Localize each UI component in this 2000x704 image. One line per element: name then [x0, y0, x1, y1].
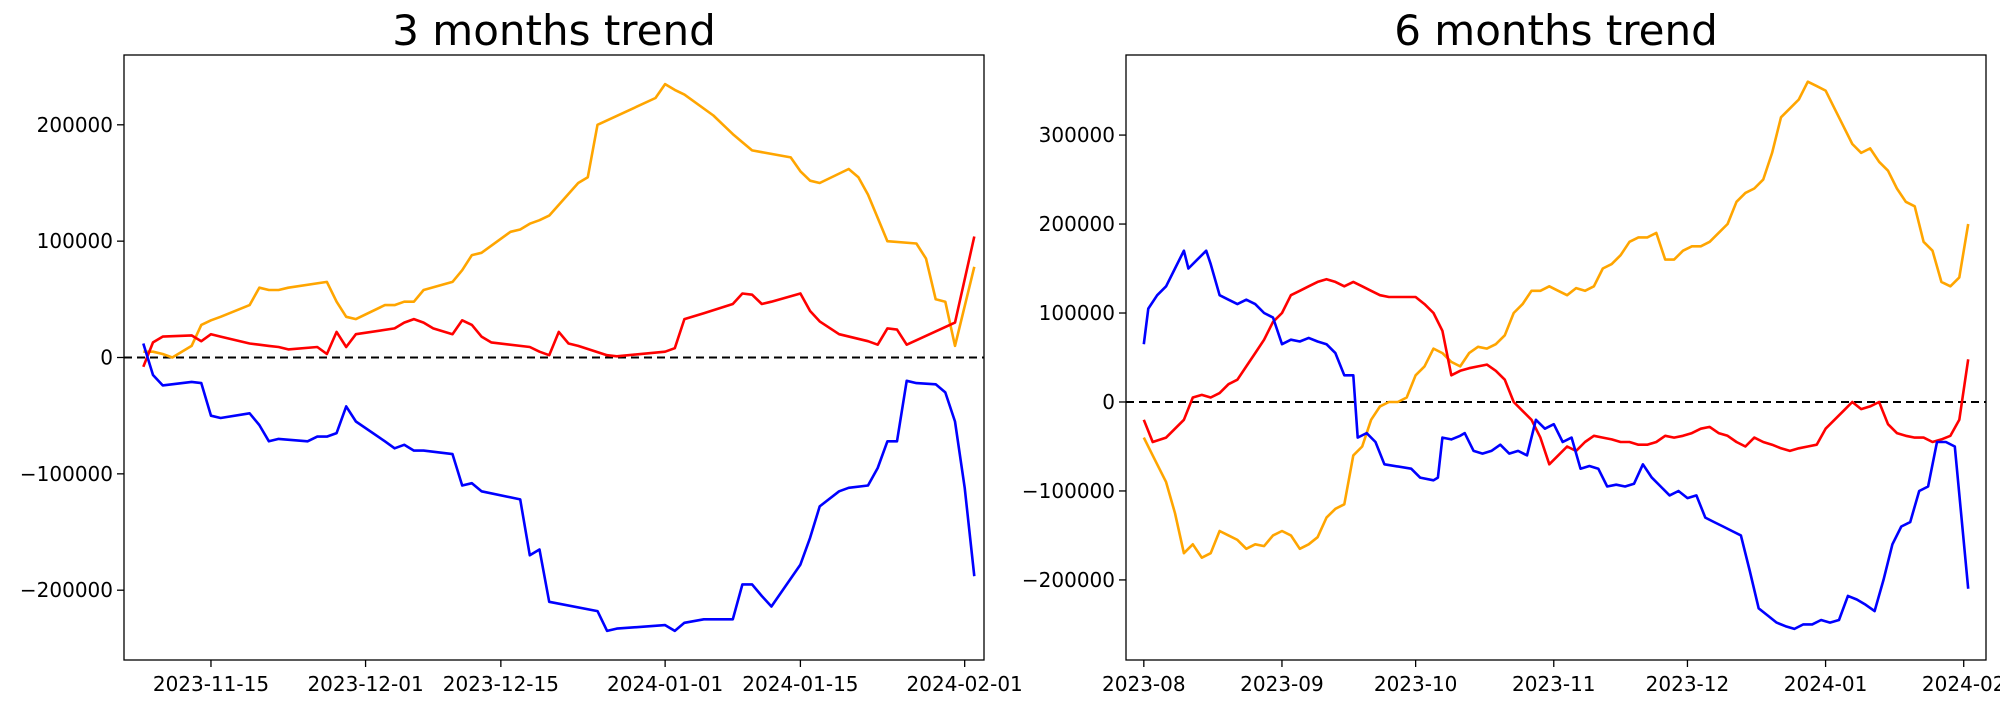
series-line-3 [142, 343, 976, 633]
x-tick-label: 2024-01-01 [607, 672, 723, 696]
x-tick-label: 2023-12-15 [443, 672, 559, 696]
x-tick-label: 2024-01 [1784, 672, 1868, 696]
series-line-2 [1142, 277, 1970, 466]
x-tick-label: 2023-12 [1646, 672, 1730, 696]
x-tick-label: 2023-10 [1374, 672, 1458, 696]
x-tick-label: 2024-02-01 [907, 672, 1023, 696]
y-tick-label: −200000 [1022, 568, 1115, 592]
y-tick-label: 300000 [1039, 123, 1115, 147]
y-tick-label: 200000 [1039, 212, 1115, 236]
plot-frame [1125, 54, 1987, 661]
y-tick-label: 100000 [1039, 301, 1115, 325]
x-tick-label: 2024-02 [1922, 672, 2000, 696]
y-tick-label: −200000 [20, 578, 113, 602]
y-tick-label: 200000 [37, 113, 113, 137]
y-tick-label: 100000 [37, 229, 113, 253]
x-tick-label: 2023-11 [1512, 672, 1596, 696]
series-line-1 [143, 82, 976, 359]
chart-panel-2: 6 months trend −200000 −100000 0 100000 20000… [1022, 6, 2000, 696]
chart-title: 3 months trend [392, 6, 716, 55]
y-tick-label: 0 [100, 346, 113, 370]
y-tick-label: −100000 [20, 462, 113, 486]
x-tick-label: 2023-08 [1102, 672, 1186, 696]
y-tick-label: −100000 [1022, 479, 1115, 503]
chart-panel-1: 3 months trend −200000 −100000 0 100000 20000… [20, 6, 1023, 696]
series-line-3 [1142, 249, 1970, 631]
x-tick-label: 2024-01-15 [742, 672, 858, 696]
series-line-1 [1142, 80, 1970, 560]
chart-title: 6 months trend [1394, 6, 1718, 55]
x-tick-label: 2023-11-15 [153, 672, 269, 696]
y-tick-label: 0 [1102, 390, 1115, 414]
series-line-2 [142, 236, 976, 368]
x-tick-label: 2023-12-01 [307, 672, 423, 696]
x-tick-label: 2023-09 [1240, 672, 1324, 696]
